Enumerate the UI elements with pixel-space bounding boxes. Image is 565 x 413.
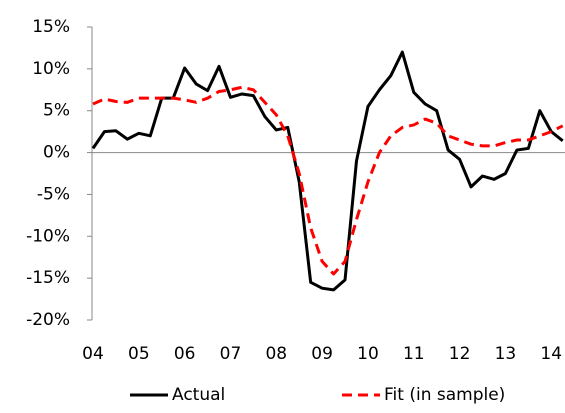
y-tick-label: -15% <box>26 268 70 288</box>
series-line <box>92 85 564 276</box>
x-tick-label: 12 <box>449 344 471 364</box>
series-line <box>91 50 564 292</box>
y-tick-label: 10% <box>32 59 70 79</box>
legend-label: Actual <box>172 385 225 405</box>
x-tick-label: 11 <box>403 344 425 364</box>
x-tick-label: 09 <box>311 344 333 364</box>
x-tick-label: 08 <box>265 344 287 364</box>
y-tick-label: 0% <box>43 143 70 163</box>
x-tick-label: 07 <box>220 344 242 364</box>
x-tick-label: 13 <box>495 344 517 364</box>
x-tick-label: 04 <box>82 344 104 364</box>
y-tick-label: -10% <box>26 226 70 246</box>
y-tick-label: -5% <box>37 184 70 204</box>
x-tick-label: 06 <box>174 344 196 364</box>
y-tick-label: 5% <box>43 101 70 121</box>
x-tick-label: 05 <box>128 344 150 364</box>
legend-label: Fit (in sample) <box>384 385 505 405</box>
y-tick-label: -20% <box>26 310 70 330</box>
x-tick-label: 10 <box>357 344 379 364</box>
x-tick-label: 14 <box>540 344 562 364</box>
y-tick-label: 15% <box>32 17 70 37</box>
